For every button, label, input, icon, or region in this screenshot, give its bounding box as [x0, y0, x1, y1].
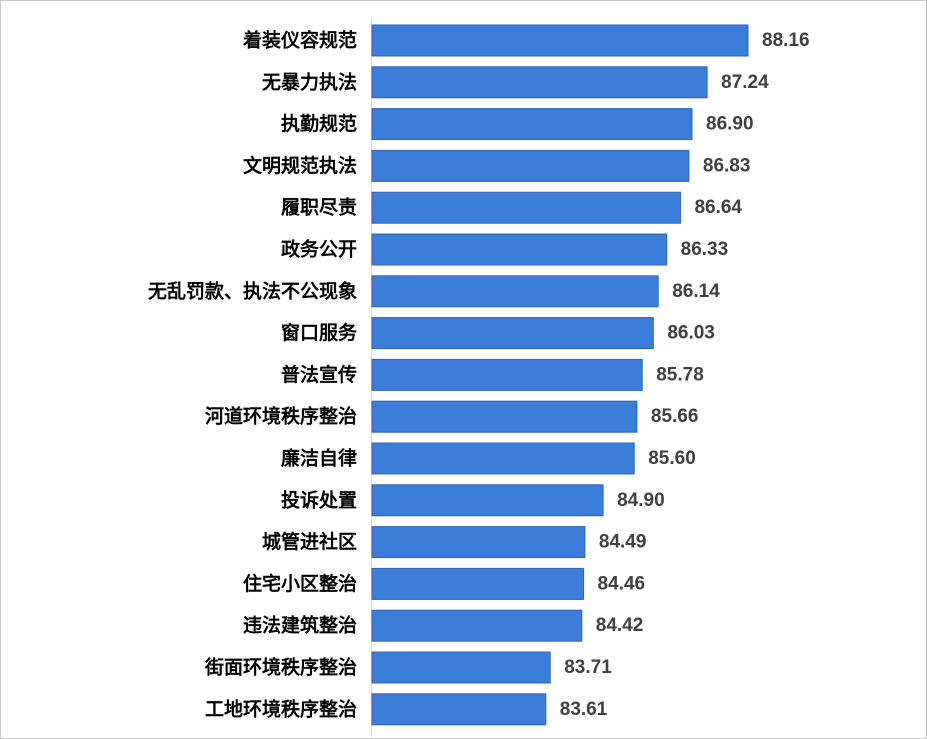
bar-10	[371, 400, 638, 433]
category-label-9: 普法宣传	[281, 363, 357, 386]
bar-3	[371, 108, 693, 141]
bar-15	[371, 609, 583, 642]
value-label-10: 85.66	[651, 406, 699, 427]
value-label-13: 84.49	[599, 532, 647, 553]
bar-17	[371, 693, 547, 726]
value-label-7: 86.14	[672, 281, 720, 302]
bar-9	[371, 358, 643, 391]
category-label-15: 违法建筑整治	[243, 614, 357, 637]
bar-16	[371, 651, 551, 684]
category-label-8: 窗口服务	[281, 321, 358, 344]
bars-group	[371, 24, 749, 726]
category-label-6: 政务公开	[281, 238, 357, 261]
value-label-12: 84.90	[617, 490, 665, 511]
category-label-16: 街面环境秩序整治	[204, 656, 357, 679]
category-label-11: 廉洁自律	[281, 447, 357, 470]
bar-8	[371, 317, 654, 350]
category-label-4: 文明规范执法	[243, 154, 357, 177]
bar-11	[371, 442, 635, 475]
value-label-4: 86.83	[703, 155, 751, 176]
bar-14	[371, 567, 585, 600]
category-labels: 着装仪容规范无暴力执法执勤规范文明规范执法履职尽责政务公开无乱罚款、执法不公现象…	[148, 29, 358, 721]
value-label-14: 84.46	[598, 573, 646, 594]
category-label-10: 河道环境秩序整治	[205, 405, 357, 428]
value-label-6: 86.33	[681, 239, 729, 260]
value-label-3: 86.90	[706, 114, 754, 135]
category-label-13: 城管进社区	[262, 530, 357, 553]
category-label-2: 无暴力执法	[262, 70, 357, 93]
value-labels: 88.16 87.24 86.90 86.83 86.64 86.33 86.14 86.03…	[560, 30, 810, 720]
bar-1	[371, 24, 749, 57]
category-label-5: 履职尽责	[281, 196, 357, 219]
value-label-8: 86.03	[667, 323, 715, 344]
bar-13	[371, 526, 586, 559]
bar-7	[371, 275, 659, 308]
bar-6	[371, 233, 668, 266]
category-label-7: 无乱罚款、执法不公现象	[148, 279, 357, 302]
value-label-9: 85.78	[656, 364, 704, 385]
bar-2	[371, 66, 708, 99]
value-label-16: 83.71	[564, 657, 612, 678]
category-label-3: 执勤规范	[281, 112, 357, 135]
bar-12	[371, 484, 604, 517]
bar-4	[371, 149, 690, 182]
bar-5	[371, 191, 681, 224]
value-label-11: 85.60	[648, 448, 696, 469]
category-label-17: 工地环境秩序整治	[205, 697, 357, 720]
category-label-14: 住宅小区整治	[243, 572, 357, 595]
value-label-15: 84.42	[596, 615, 644, 636]
value-label-5: 86.64	[694, 197, 742, 218]
value-label-17: 83.61	[560, 699, 608, 720]
value-label-2: 87.24	[721, 72, 769, 93]
value-label-1: 88.16	[762, 30, 810, 51]
category-label-12: 投诉处置	[281, 488, 357, 511]
category-label-1: 着装仪容规范	[243, 29, 357, 52]
